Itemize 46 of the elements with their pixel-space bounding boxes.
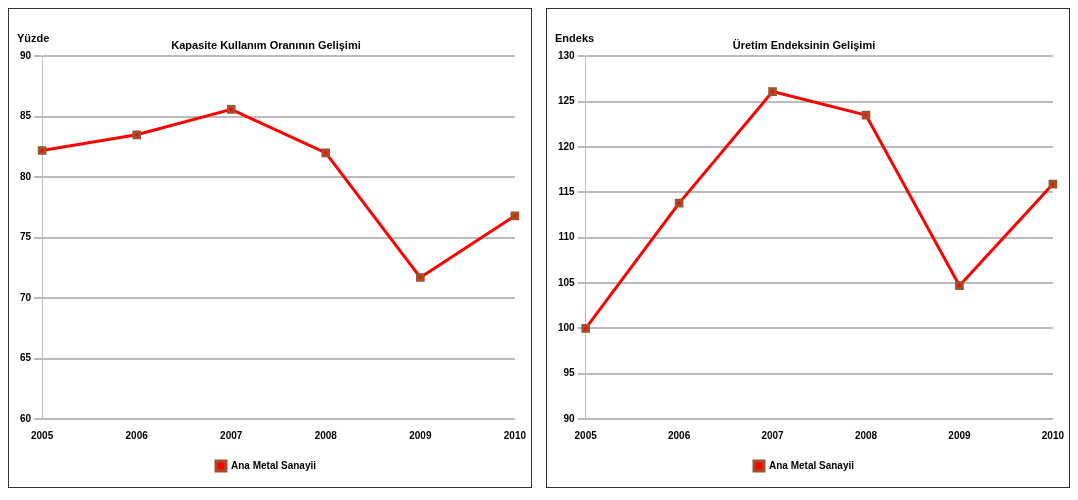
point [861, 110, 871, 120]
point [581, 323, 591, 333]
legend-label: Ana Metal Sanayii [768, 459, 855, 471]
x-tick-label: 2005 [574, 429, 598, 441]
y-tick-label: 110 [558, 231, 576, 243]
y-tick-label: 85 [20, 110, 32, 122]
y-tick-label: 90 [20, 49, 32, 61]
y-tick-label: 65 [20, 352, 32, 364]
chart-title: Üretim Endeksinin Gelişimi [732, 38, 876, 51]
point [510, 211, 520, 221]
legend-label: Ana Metal Sanayii [230, 459, 317, 471]
point [321, 148, 331, 158]
chart-title: Kapasite Kullanım Oranının Gelişimi [171, 38, 361, 51]
y-axis-title: Endeks [555, 31, 595, 44]
y-tick-label: 105 [558, 276, 576, 288]
point [768, 87, 777, 96]
y-tick-label: 130 [558, 49, 576, 61]
x-tick-label: 2007 [220, 429, 243, 441]
point [674, 198, 684, 208]
x-tick-label: 2010 [503, 429, 527, 441]
point [226, 105, 236, 114]
y-axis-title: Yüzde [17, 31, 50, 44]
y-tick-label: 100 [558, 322, 576, 334]
y-tick-label: 70 [20, 291, 32, 303]
x-tick-label: 2006 [668, 429, 691, 441]
x-tick-label: 2009 [409, 429, 432, 441]
x-tick-label: 2008 [854, 429, 878, 441]
x-tick-label: 2007 [761, 429, 785, 441]
point [132, 130, 141, 140]
x-tick-label: 2009 [948, 429, 971, 441]
x-tick-label: 2005 [31, 429, 54, 441]
x-tick-label: 2006 [125, 429, 149, 441]
y-tick-label: 120 [558, 140, 576, 152]
point [955, 281, 964, 290]
y-tick-label: 95 [563, 367, 576, 379]
point [37, 146, 47, 155]
y-tick-label: 75 [20, 231, 32, 243]
y-tick-label: 90 [563, 412, 576, 424]
y-tick-label: 115 [558, 186, 576, 197]
point [1048, 179, 1058, 189]
point [416, 273, 425, 282]
x-tick-label: 2010 [1041, 429, 1065, 441]
x-tick-label: 2008 [314, 429, 338, 441]
y-tick-label: 80 [20, 170, 32, 182]
y-tick-label: 60 [20, 412, 32, 424]
y-tick-label: 125 [558, 95, 576, 107]
